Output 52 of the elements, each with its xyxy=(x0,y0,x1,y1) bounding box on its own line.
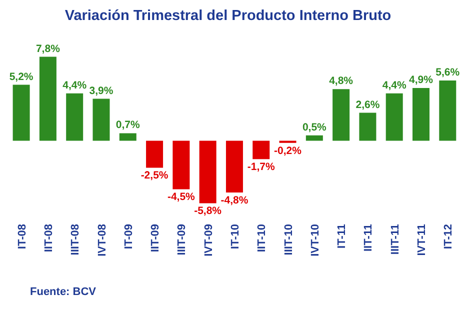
data-label: 0,5% xyxy=(302,121,328,134)
x-tick-label: IT-10 xyxy=(230,224,242,250)
bar xyxy=(119,133,136,141)
bar xyxy=(439,80,456,141)
bar xyxy=(252,140,270,160)
bar xyxy=(146,140,164,168)
x-tick-label: IT-08 xyxy=(16,224,28,250)
data-label: 2,6% xyxy=(356,98,380,111)
source-note: Fuente: BCV xyxy=(30,286,96,298)
x-tick-label: IIIT-10 xyxy=(282,224,295,256)
x-tick-label: IVT-11 xyxy=(416,224,428,256)
x-tick-label: IIIT-08 xyxy=(70,224,82,256)
bar xyxy=(12,84,30,141)
x-tick-label: IIIT-09 xyxy=(176,224,188,256)
data-label: 4,4% xyxy=(382,79,407,92)
data-label: -4,8% xyxy=(220,194,249,206)
bar xyxy=(66,93,84,141)
data-label: 7,8% xyxy=(36,42,61,55)
data-label: 5,2% xyxy=(9,70,34,83)
data-label: -2,5% xyxy=(140,170,169,182)
x-tick-label: IIT-08 xyxy=(42,224,55,252)
bar xyxy=(412,88,430,141)
x-tick-label: IIT-10 xyxy=(256,224,268,252)
x-tick-label: IVT-08 xyxy=(96,224,108,256)
chart-title: Variación Trimestral del Producto Interno Bruto xyxy=(64,8,392,24)
data-label: -0,2% xyxy=(274,144,302,157)
x-tick-label: IT-12 xyxy=(442,224,455,250)
bar xyxy=(172,140,190,190)
bar xyxy=(332,89,350,141)
bar xyxy=(359,112,376,141)
bar xyxy=(199,140,216,204)
data-label: -4,5% xyxy=(167,191,196,204)
x-tick-label: IIT-11 xyxy=(362,224,375,252)
bar xyxy=(226,140,243,192)
data-label: 4,9% xyxy=(409,74,434,86)
data-label: -1,7% xyxy=(247,161,276,174)
x-tick-label: IIT-09 xyxy=(150,224,162,252)
bar xyxy=(39,56,56,141)
x-tick-label: IT-09 xyxy=(122,224,135,250)
bar xyxy=(92,98,110,141)
data-label: 5,6% xyxy=(436,66,460,78)
data-label: 4,4% xyxy=(62,79,88,92)
bar xyxy=(306,135,323,141)
x-tick-label: IIIT-11 xyxy=(389,224,402,255)
data-label: -5,8% xyxy=(194,205,222,218)
x-tick-label: IT-11 xyxy=(336,224,348,248)
data-label: 3,9% xyxy=(89,84,114,97)
data-label: 0,7% xyxy=(116,119,141,132)
data-label: 4,8% xyxy=(329,75,354,88)
bar xyxy=(386,93,403,141)
x-tick-label: IVT-09 xyxy=(202,224,215,256)
x-tick-label: IVT-10 xyxy=(309,224,322,256)
